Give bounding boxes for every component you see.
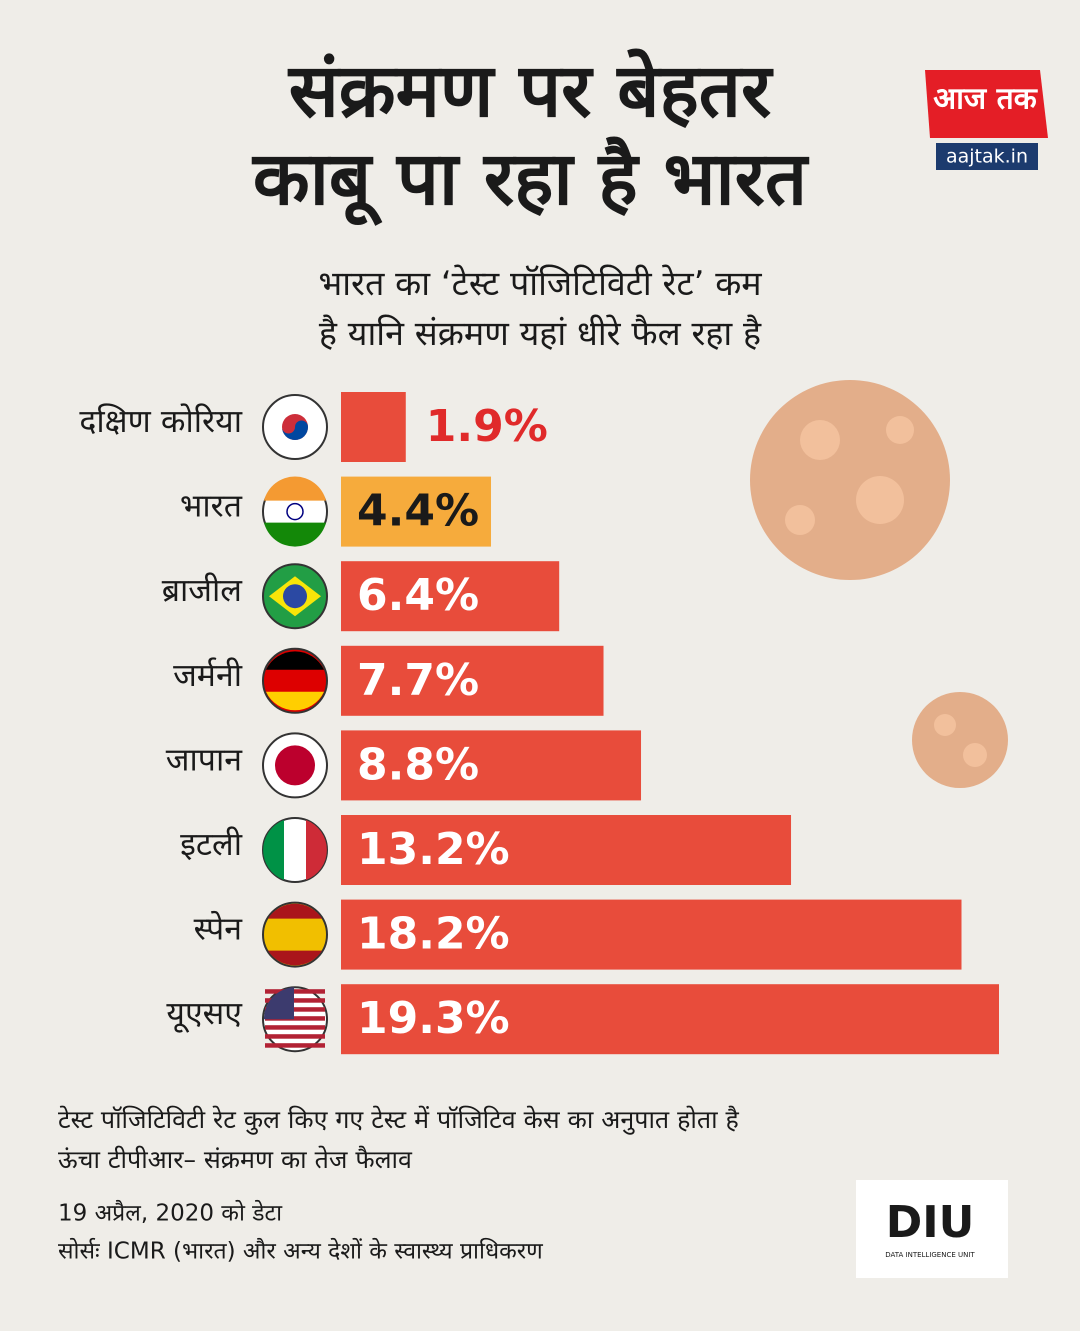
source-note: सोर्सः ICMR (भारत) और अन्य देशों के स्वा…	[58, 1238, 543, 1265]
logo-site: aajtak.in	[946, 146, 1028, 168]
flag	[265, 1034, 325, 1039]
category-label: भारत	[180, 487, 243, 525]
flag	[265, 1025, 325, 1030]
flag	[265, 1043, 325, 1048]
virus-decoration	[750, 380, 1008, 788]
flag	[265, 998, 325, 1003]
bar-chart: दक्षिण कोरिया 1.9% भारत 4.4% ब्राजील 6.4% जर्म…	[79, 392, 999, 1055]
note: ऊंचा टीपीआर– संक्रमण का तेज फैलाव	[58, 1145, 413, 1174]
bar	[341, 561, 560, 632]
flag	[283, 584, 307, 609]
bar	[341, 645, 604, 716]
bar	[341, 730, 642, 801]
chart-title: संक्रमण पर बेहतर काबू पा रहा है भारत	[251, 48, 810, 226]
flag	[263, 820, 284, 880]
value-label: 6.4%	[357, 570, 479, 621]
flag-icon	[262, 563, 328, 630]
flag-icon	[262, 901, 328, 968]
category-label: स्पेन	[194, 910, 244, 948]
logo-site-bg	[936, 143, 1038, 170]
category-label: इटली	[180, 825, 243, 863]
value-label: 4.4%	[357, 486, 479, 537]
value-label: 18.2%	[357, 909, 510, 960]
flag	[286, 502, 304, 521]
flag-icon	[262, 817, 328, 883]
flag	[266, 651, 324, 670]
category-label: यूएसए	[166, 994, 243, 1033]
bar	[341, 392, 406, 462]
diu-logo-full: DATA INTELLIGENCE UNIT	[885, 1251, 975, 1259]
bar	[341, 984, 999, 1055]
flag-icon	[262, 394, 328, 460]
flag-icon	[262, 732, 328, 799]
diu-logo-bg	[856, 1180, 1008, 1278]
category-label: जापान	[166, 740, 243, 778]
flag	[264, 522, 326, 547]
note: टेस्ट पॉजिटिविटी रेट कुल किए गए टेस्ट मे…	[58, 1105, 740, 1135]
value-label: 7.7%	[357, 655, 479, 706]
flag	[264, 987, 294, 1020]
logo-shape	[925, 70, 1048, 138]
category-label: जर्मनी	[173, 656, 243, 694]
flag	[265, 1016, 325, 1021]
bar	[341, 815, 792, 885]
logo-text: आज तक	[933, 82, 1037, 117]
value-label: 19.3%	[357, 993, 510, 1044]
date-note: 19 अप्रैल, 2020 को डेटा	[58, 1200, 283, 1227]
title-block: संक्रमण पर बेहतर काबू पा रहा है भारत भारत…	[251, 48, 810, 354]
flag-icon	[262, 476, 328, 547]
category-label: ब्राजील	[162, 571, 244, 609]
value-label: 1.9%	[426, 401, 548, 452]
chart-subtitle: भारत का ‘टेस्ट पॉजिटिविटी रेट’ कम है यानि…	[318, 264, 762, 354]
bar	[341, 899, 962, 970]
bar	[341, 476, 492, 547]
aajtak-logo: आज तक aajtak.in	[925, 70, 1048, 170]
flag	[264, 476, 326, 501]
category-label: दक्षिण कोरिया	[79, 402, 242, 440]
flag	[268, 950, 322, 966]
flag	[268, 903, 322, 919]
footer: टेस्ट पॉजिटिविटी रेट कुल किए गए टेस्ट मे…	[58, 1105, 1008, 1278]
flag-icon	[262, 647, 328, 714]
flag	[266, 691, 324, 711]
flag	[265, 989, 325, 994]
diu-logo: DIU	[886, 1197, 975, 1248]
value-label: 8.8%	[357, 739, 479, 790]
flag	[306, 820, 327, 880]
flag	[282, 420, 308, 440]
value-label: 13.2%	[357, 824, 510, 875]
flag	[275, 745, 315, 786]
flag-icon	[262, 986, 328, 1053]
flag	[265, 1007, 325, 1012]
